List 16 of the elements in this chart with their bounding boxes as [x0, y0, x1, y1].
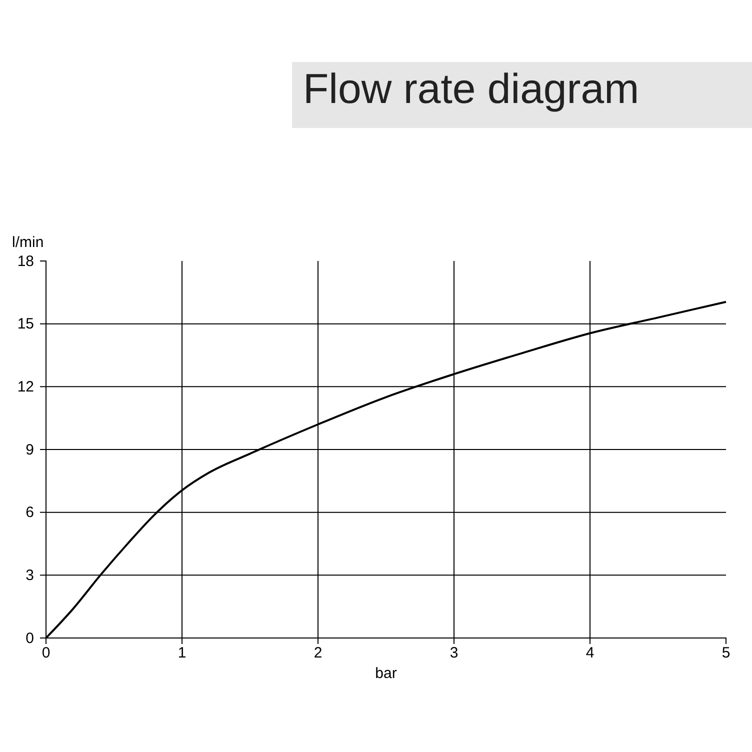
y-tick-label: 12: [17, 378, 34, 396]
x-tick-label: 3: [450, 644, 458, 662]
y-axis-title: l/min: [12, 234, 44, 251]
y-tick-label: 3: [26, 566, 34, 584]
x-tick-label: 4: [586, 644, 594, 662]
x-tick-label: 1: [178, 644, 186, 662]
chart-title: Flow rate diagram: [303, 65, 640, 112]
y-tick-label: 18: [17, 252, 34, 270]
x-tick-label: 5: [722, 644, 730, 662]
y-tick-label: 9: [26, 441, 34, 458]
y-tick-label: 15: [17, 316, 34, 333]
x-axis-title: bar: [375, 665, 397, 682]
x-tick-label: 0: [42, 644, 50, 662]
x-tick-label: 2: [314, 644, 322, 662]
y-tick-label: 6: [26, 504, 34, 522]
y-tick-label: 0: [26, 630, 34, 647]
